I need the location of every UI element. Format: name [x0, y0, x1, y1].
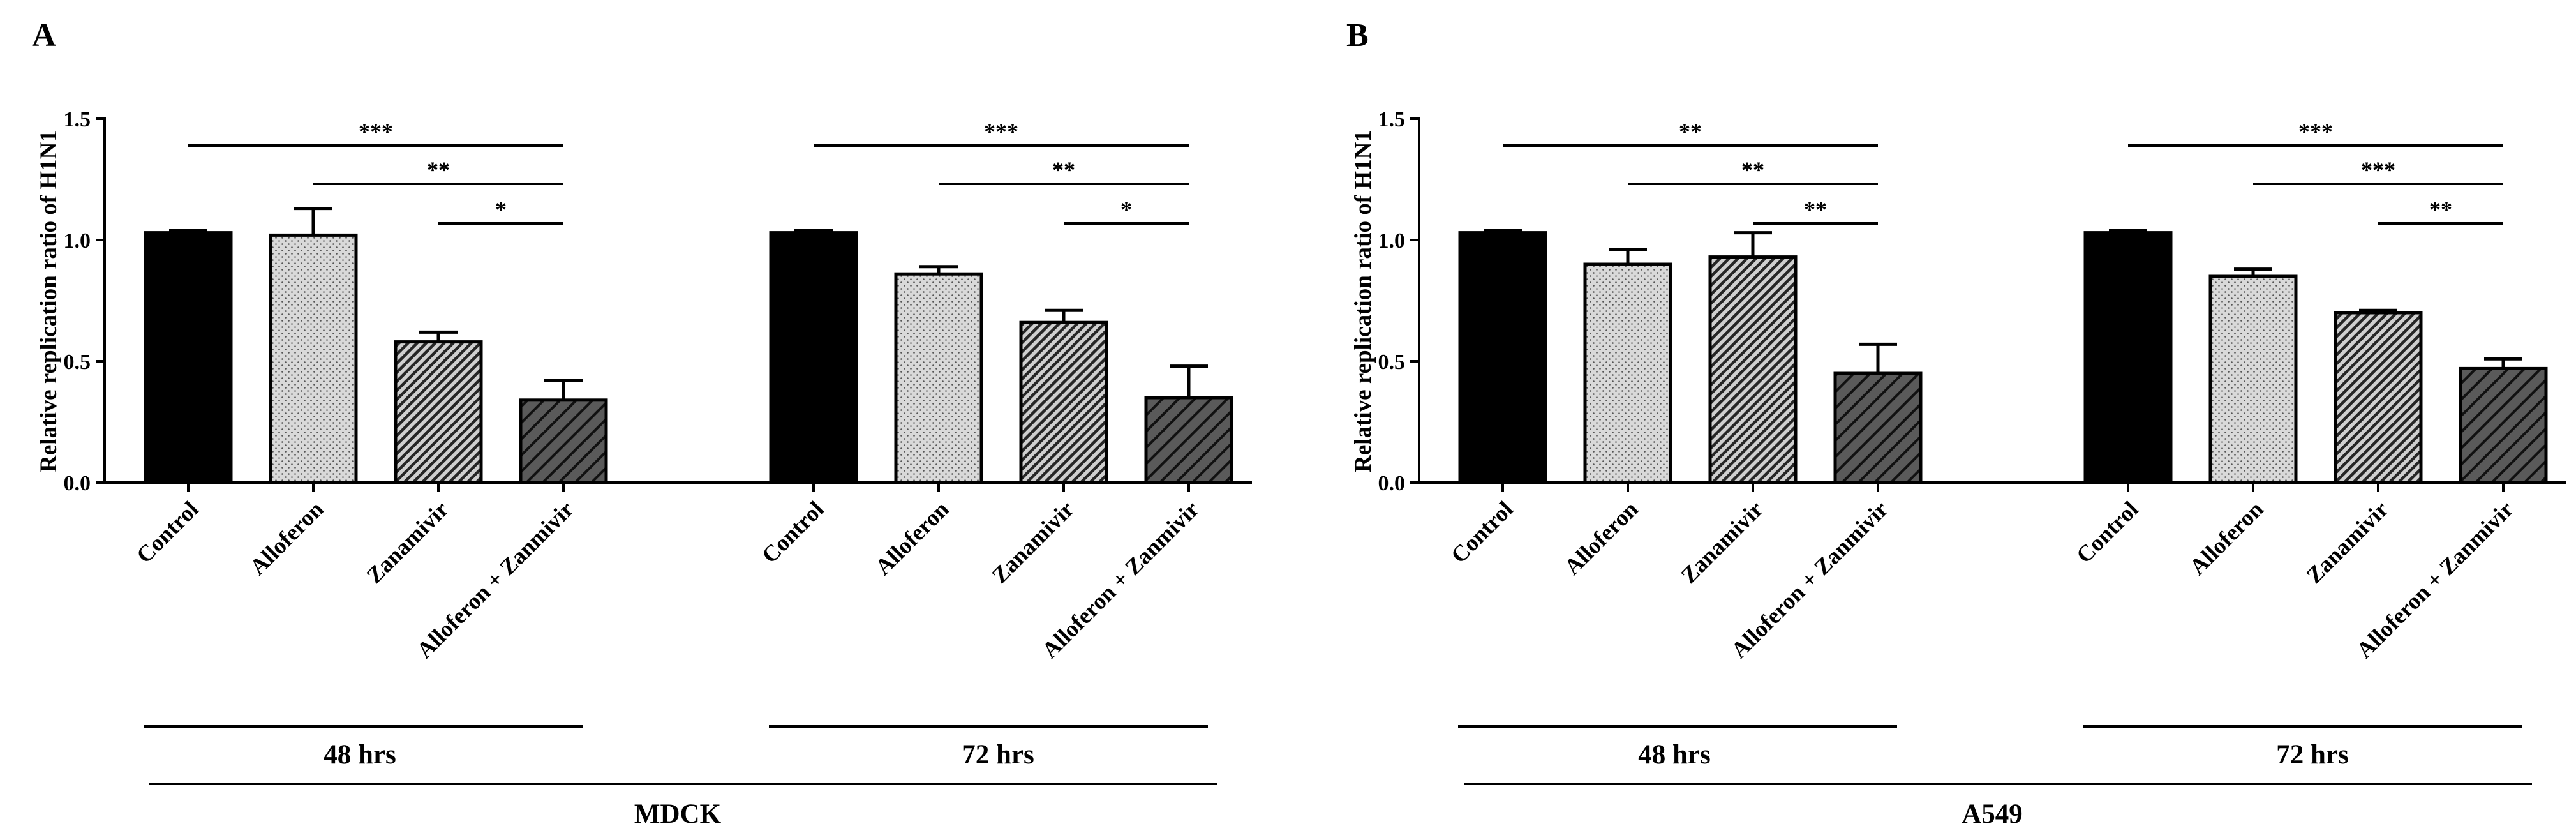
significance-label: **	[427, 157, 450, 183]
significance-label: ***	[2361, 157, 2395, 183]
bar-control	[144, 231, 233, 484]
plot-area: 0.0 0.5 1.0 1.5 Control Alloferon Zanamivir All…	[64, 108, 1252, 785]
x-tick-label: Alloferon	[245, 496, 329, 580]
cell-line-label: A549	[1962, 799, 2023, 829]
significance-label: **	[1741, 157, 1764, 183]
y-axis-label: Relative replication ratio of H1N1	[1350, 130, 1376, 472]
y-tick-label: 1.0	[1378, 229, 1406, 253]
significance-label: ***	[2298, 119, 2333, 144]
significance-label: **	[2429, 197, 2452, 222]
bar-combo	[2459, 366, 2548, 484]
bar-zanamivir	[2334, 311, 2423, 484]
significance-label: **	[1804, 197, 1827, 222]
y-tick-label: 1.5	[64, 108, 91, 131]
group-label-48h: 48 hrs	[324, 740, 396, 770]
significance-label: *	[1120, 197, 1132, 222]
significance-label: **	[1052, 157, 1075, 183]
bar-control	[1458, 231, 1547, 484]
group-label-72h: 72 hrs	[2276, 740, 2348, 770]
significance-label: ***	[984, 119, 1018, 144]
plot-area: 0.0 0.5 1.0 1.5 Control Alloferon Zanamivir All…	[1378, 108, 2566, 785]
bar-alloferon	[894, 272, 983, 484]
significance-label: *	[495, 197, 507, 222]
bar-combo	[519, 398, 608, 484]
group-label-72h: 72 hrs	[962, 740, 1034, 770]
x-tick-label: Zanamivir	[986, 496, 1078, 588]
bar-zanamivir	[1708, 255, 1798, 484]
bar-alloferon	[1583, 262, 1672, 484]
x-tick-label: Alloferon	[1560, 496, 1643, 580]
y-tick-label: 0.0	[1378, 472, 1406, 495]
x-tick-label: Control	[1446, 496, 1518, 568]
y-tick-label: 1.5	[1378, 108, 1406, 131]
y-tick-label: 0.5	[1378, 350, 1406, 374]
x-tick-label: Control	[131, 496, 204, 568]
x-tick-label: Zanamivir	[361, 496, 453, 588]
bar-zanamivir	[394, 340, 483, 484]
cell-line-label: MDCK	[634, 799, 722, 829]
x-tick-label: Alloferon	[2185, 496, 2268, 580]
bar-control	[2083, 231, 2173, 484]
x-tick-label: Control	[757, 496, 829, 568]
panel-a: A Relative replication ratio of H1N1 0.0…	[32, 17, 1252, 829]
x-tick-label: Zanamivir	[1676, 496, 1768, 588]
bar-alloferon	[2208, 274, 2298, 484]
bar-combo	[1144, 396, 1233, 484]
panel-label: A	[32, 17, 56, 54]
x-tick-label: Control	[2071, 496, 2143, 568]
x-tick-label: Alloferon	[870, 496, 954, 580]
panel-label: B	[1346, 17, 1369, 54]
y-axis-label: Relative replication ratio of H1N1	[36, 130, 62, 472]
y-tick-label: 1.0	[64, 229, 91, 253]
group-label-48h: 48 hrs	[1638, 740, 1710, 770]
y-tick-label: 0.5	[64, 350, 91, 374]
y-tick-label: 0.0	[64, 472, 91, 495]
panel-b: B Relative replication ratio of H1N1 0.0…	[1346, 17, 2566, 829]
significance-label: ***	[359, 119, 393, 144]
significance-label: **	[1679, 119, 1702, 144]
bar-combo	[1833, 371, 1923, 484]
x-tick-label: Zanamivir	[2301, 496, 2393, 588]
bar-zanamivir	[1019, 320, 1108, 484]
bar-alloferon	[269, 233, 358, 484]
bar-control	[769, 231, 858, 484]
